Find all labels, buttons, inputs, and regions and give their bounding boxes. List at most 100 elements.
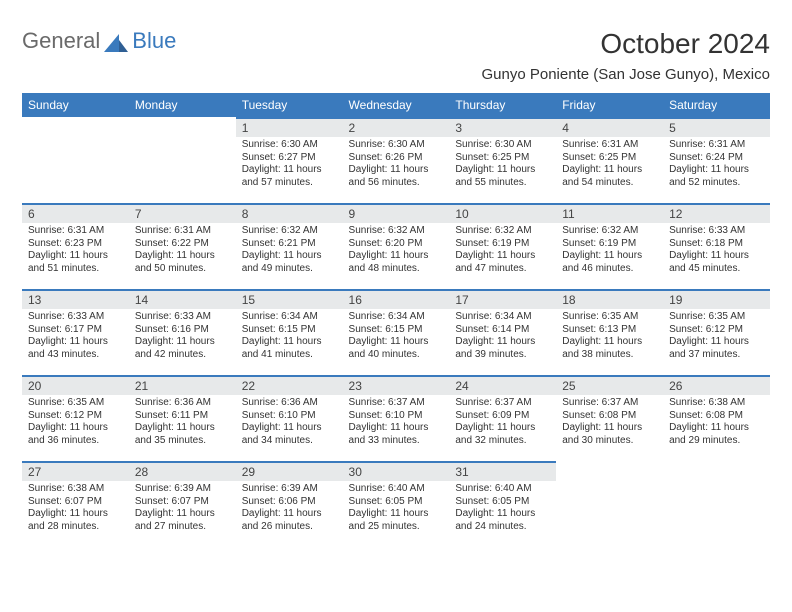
daylight-line: Daylight: 11 hours and 24 minutes. [455, 508, 550, 533]
sunrise-line: Sunrise: 6:30 AM [349, 139, 444, 152]
day-number-bar: 12 [663, 203, 770, 223]
sunset-line: Sunset: 6:20 PM [349, 238, 444, 251]
day-number-bar: 6 [22, 203, 129, 223]
calendar-cell: 25 Sunrise: 6:37 AMSunset: 6:08 PMDayligh… [556, 375, 663, 461]
calendar-cell: 9 Sunrise: 6:32 AMSunset: 6:20 PMDaylight… [343, 203, 450, 289]
daylight-line: Daylight: 11 hours and 46 minutes. [562, 250, 657, 275]
day-number-bar: 9 [343, 203, 450, 223]
day-content: Sunrise: 6:38 AMSunset: 6:07 PMDaylight:… [22, 481, 129, 537]
daylight-line: Daylight: 11 hours and 34 minutes. [242, 422, 337, 447]
sunrise-line: Sunrise: 6:37 AM [562, 397, 657, 410]
calendar-cell: 15Sunrise: 6:34 AMSunset: 6:15 PMDayligh… [236, 289, 343, 375]
calendar-cell: 12Sunrise: 6:33 AMSunset: 6:18 PMDayligh… [663, 203, 770, 289]
day-content: Sunrise: 6:36 AMSunset: 6:11 PMDaylight:… [129, 395, 236, 451]
sunset-line: Sunset: 6:14 PM [455, 324, 550, 337]
day-header: Sunday [22, 93, 129, 117]
day-number-bar: 31 [449, 461, 556, 481]
sunrise-line: Sunrise: 6:37 AM [349, 397, 444, 410]
day-header: Wednesday [343, 93, 450, 117]
daylight-line: Daylight: 11 hours and 49 minutes. [242, 250, 337, 275]
calendar-cell: 8Sunrise: 6:32 AMSunset: 6:21 PMDaylight… [236, 203, 343, 289]
day-header: Saturday [663, 93, 770, 117]
day-number-bar: 11 [556, 203, 663, 223]
sunset-line: Sunset: 6:17 PM [28, 324, 123, 337]
daylight-line: Daylight: 11 hours and 40 minutes. [349, 336, 444, 361]
day-number-bar: 25 [556, 375, 663, 395]
daylight-line: Daylight: 11 hours and 27 minutes. [135, 508, 230, 533]
calendar-cell: 3Sunrise: 6:30 AMSunset: 6:25 PMDaylight… [449, 117, 556, 203]
daylight-line: Daylight: 11 hours and 29 minutes. [669, 422, 764, 447]
day-content: Sunrise: 6:32 AMSunset: 6:21 PMDaylight:… [236, 223, 343, 279]
day-content: Sunrise: 6:34 AMSunset: 6:14 PMDaylight:… [449, 309, 556, 365]
day-number-bar: 7 [129, 203, 236, 223]
logo-text-blue: Blue [132, 28, 176, 54]
sunset-line: Sunset: 6:25 PM [562, 152, 657, 165]
sunset-line: Sunset: 6:11 PM [135, 410, 230, 423]
sunset-line: Sunset: 6:27 PM [242, 152, 337, 165]
day-number-bar: 28 [129, 461, 236, 481]
sunrise-line: Sunrise: 6:36 AM [135, 397, 230, 410]
title-block: October 2024 Gunyo Poniente (San Jose Gu… [482, 28, 771, 83]
calendar-page: General Blue October 2024 Gunyo Poniente… [0, 0, 792, 557]
day-content: Sunrise: 6:35 AMSunset: 6:13 PMDaylight:… [556, 309, 663, 365]
sunrise-line: Sunrise: 6:37 AM [455, 397, 550, 410]
daylight-line: Daylight: 11 hours and 36 minutes. [28, 422, 123, 447]
daylight-line: Daylight: 11 hours and 57 minutes. [242, 164, 337, 189]
calendar-cell: 7Sunrise: 6:31 AMSunset: 6:22 PMDaylight… [129, 203, 236, 289]
day-content: Sunrise: 6:32 AMSunset: 6:19 PMDaylight:… [556, 223, 663, 279]
sunrise-line: Sunrise: 6:33 AM [669, 225, 764, 238]
sunset-line: Sunset: 6:06 PM [242, 496, 337, 509]
calendar-cell: 30Sunrise: 6:40 AMSunset: 6:05 PMDayligh… [343, 461, 450, 547]
day-content: Sunrise: 6:34 AMSunset: 6:15 PMDaylight:… [236, 309, 343, 365]
sunrise-line: Sunrise: 6:32 AM [242, 225, 337, 238]
calendar-cell: 1Sunrise: 6:30 AMSunset: 6:27 PMDaylight… [236, 117, 343, 203]
daylight-line: Daylight: 11 hours and 56 minutes. [349, 164, 444, 189]
calendar-cell: 26Sunrise: 6:38 AMSunset: 6:08 PMDayligh… [663, 375, 770, 461]
sunset-line: Sunset: 6:08 PM [562, 410, 657, 423]
daylight-line: Daylight: 11 hours and 45 minutes. [669, 250, 764, 275]
sunset-line: Sunset: 6:07 PM [135, 496, 230, 509]
calendar-cell: 19Sunrise: 6:35 AMSunset: 6:12 PMDayligh… [663, 289, 770, 375]
sunset-line: Sunset: 6:23 PM [28, 238, 123, 251]
daylight-line: Daylight: 11 hours and 48 minutes. [349, 250, 444, 275]
calendar-week-row: 6Sunrise: 6:31 AMSunset: 6:23 PMDaylight… [22, 203, 770, 289]
day-header: Monday [129, 93, 236, 117]
calendar-cell: 2Sunrise: 6:30 AMSunset: 6:26 PMDaylight… [343, 117, 450, 203]
calendar-cell: 13Sunrise: 6:33 AMSunset: 6:17 PMDayligh… [22, 289, 129, 375]
day-content: Sunrise: 6:30 AMSunset: 6:27 PMDaylight:… [236, 137, 343, 193]
day-content: Sunrise: 6:31 AMSunset: 6:24 PMDaylight:… [663, 137, 770, 193]
day-number-bar: 26 [663, 375, 770, 395]
daylight-line: Daylight: 11 hours and 33 minutes. [349, 422, 444, 447]
day-number-bar: 3 [449, 117, 556, 137]
daylight-line: Daylight: 11 hours and 52 minutes. [669, 164, 764, 189]
calendar-cell: 16Sunrise: 6:34 AMSunset: 6:15 PMDayligh… [343, 289, 450, 375]
sunrise-line: Sunrise: 6:32 AM [349, 225, 444, 238]
calendar-week-row: 27Sunrise: 6:38 AMSunset: 6:07 PMDayligh… [22, 461, 770, 547]
calendar-cell: 21Sunrise: 6:36 AMSunset: 6:11 PMDayligh… [129, 375, 236, 461]
sunrise-line: Sunrise: 6:30 AM [242, 139, 337, 152]
sunset-line: Sunset: 6:21 PM [242, 238, 337, 251]
day-number-bar: 15 [236, 289, 343, 309]
day-number-bar: 24 [449, 375, 556, 395]
sunset-line: Sunset: 6:26 PM [349, 152, 444, 165]
sunset-line: Sunset: 6:10 PM [242, 410, 337, 423]
day-number-bar: 13 [22, 289, 129, 309]
day-number-bar: 17 [449, 289, 556, 309]
calendar-cell: 4Sunrise: 6:31 AMSunset: 6:25 PMDaylight… [556, 117, 663, 203]
day-header: Tuesday [236, 93, 343, 117]
daylight-line: Daylight: 11 hours and 30 minutes. [562, 422, 657, 447]
sunset-line: Sunset: 6:24 PM [669, 152, 764, 165]
sunset-line: Sunset: 6:25 PM [455, 152, 550, 165]
daylight-line: Daylight: 11 hours and 38 minutes. [562, 336, 657, 361]
day-number-bar: 1 [236, 117, 343, 137]
sunrise-line: Sunrise: 6:39 AM [135, 483, 230, 496]
logo-text-general: General [22, 28, 100, 54]
daylight-line: Daylight: 11 hours and 51 minutes. [28, 250, 123, 275]
calendar-cell [556, 461, 663, 547]
sunset-line: Sunset: 6:12 PM [28, 410, 123, 423]
day-content: Sunrise: 6:38 AMSunset: 6:08 PMDaylight:… [663, 395, 770, 451]
sunset-line: Sunset: 6:09 PM [455, 410, 550, 423]
daylight-line: Daylight: 11 hours and 37 minutes. [669, 336, 764, 361]
sunrise-line: Sunrise: 6:39 AM [242, 483, 337, 496]
day-content: Sunrise: 6:39 AMSunset: 6:06 PMDaylight:… [236, 481, 343, 537]
